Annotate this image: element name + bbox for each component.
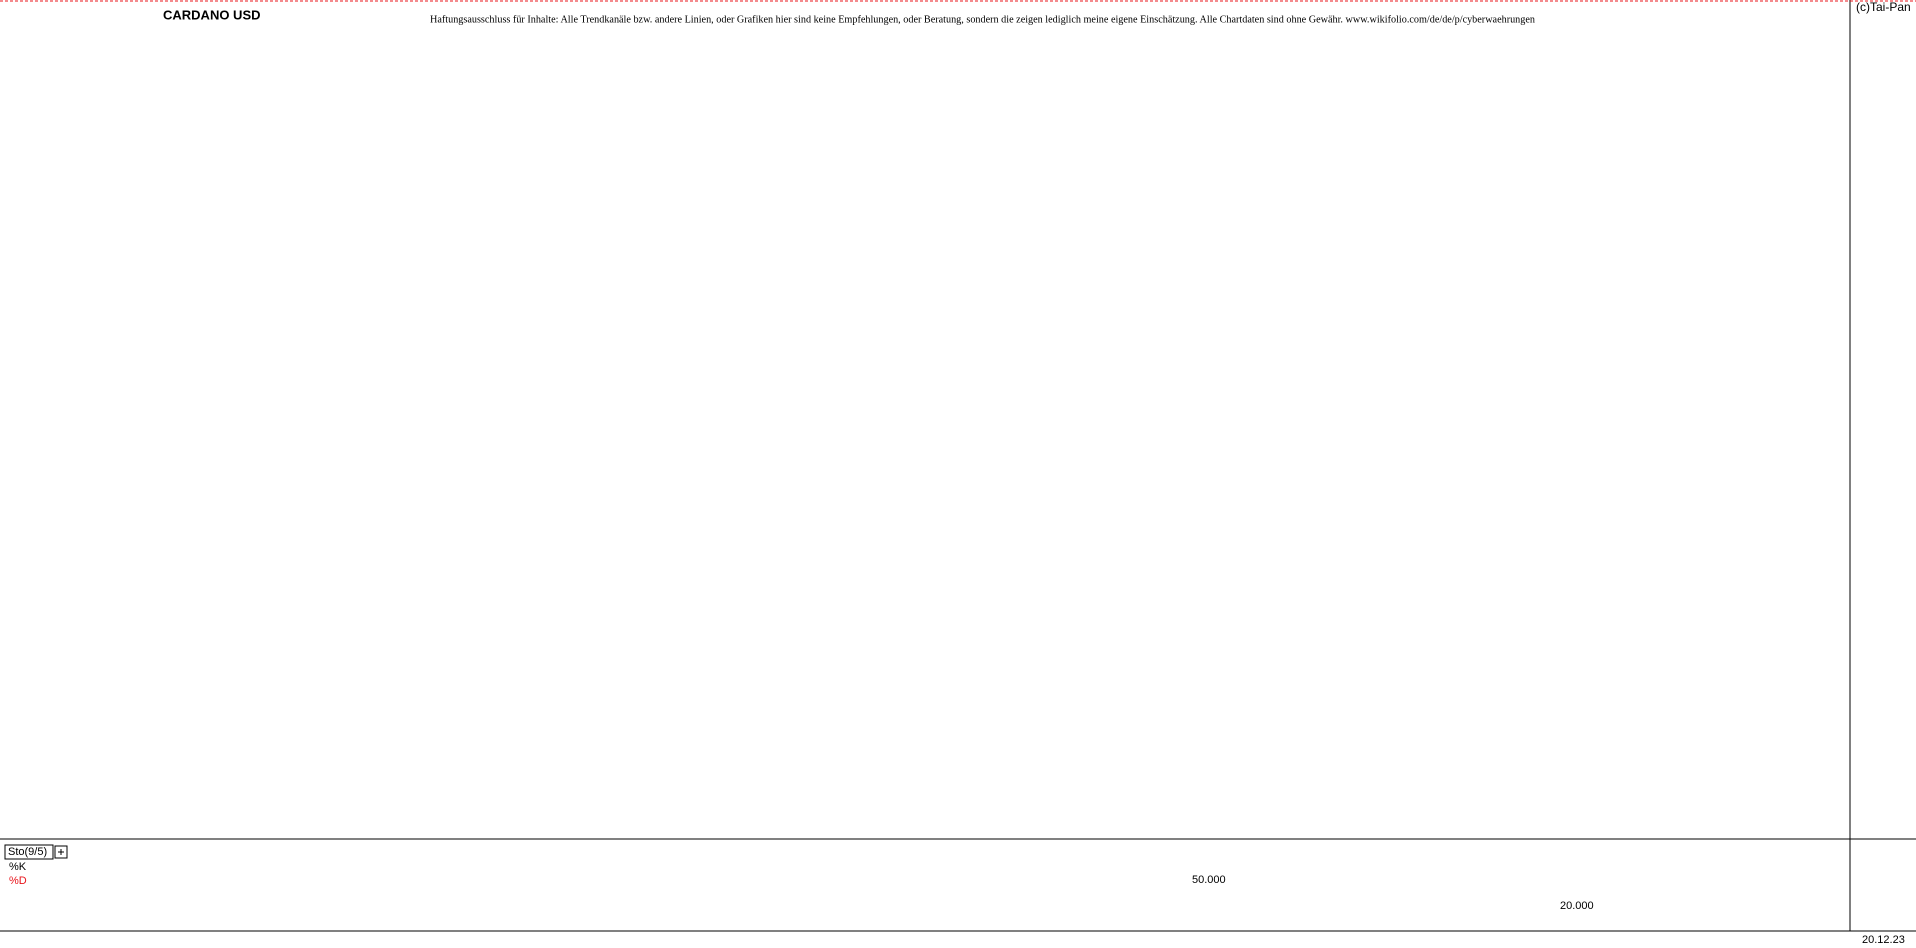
annotation: 20.000 bbox=[1560, 900, 1594, 912]
legend-d: %D bbox=[9, 875, 27, 887]
copyright: (c)Tai-Pan bbox=[1856, 0, 1911, 14]
legend-k: %K bbox=[9, 861, 27, 873]
legend-box bbox=[4, 844, 54, 860]
legend-toggle-icon bbox=[58, 849, 64, 855]
chart-title: CARDANO USD bbox=[163, 7, 261, 22]
chart-subtitle: Haftungsausschluss für Inhalte: Alle Tre… bbox=[430, 14, 1535, 25]
date-label: 20.12.23 bbox=[1862, 934, 1905, 946]
annotation: 50.000 bbox=[1192, 874, 1226, 886]
legend-title: Sto(9/5) bbox=[8, 846, 47, 858]
